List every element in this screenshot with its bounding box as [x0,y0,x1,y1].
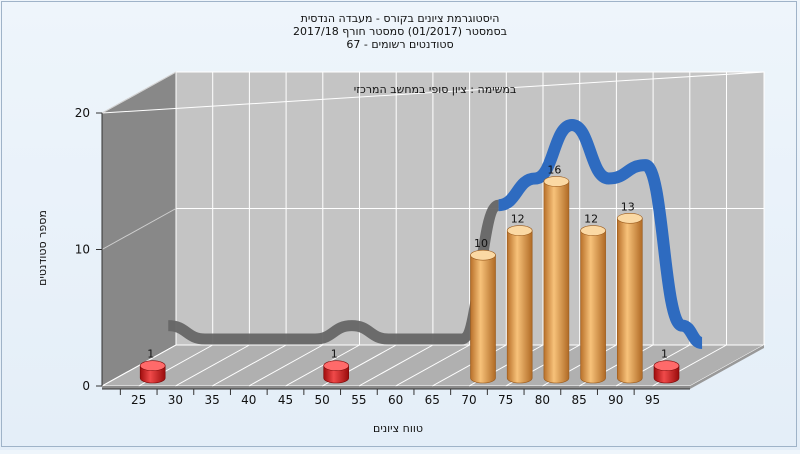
data-label-95: 1 [661,348,668,361]
bar-70: 10 [470,237,496,384]
bar-cap-50 [323,360,350,372]
x-tick-layer: 25 30 35 40 45 50 55 60 65 70 75 80 85 90 95 [119,389,660,407]
grid-layer [101,71,764,387]
y-tick-label-20: 20 [75,106,90,120]
gridline-floor-2 [175,344,250,387]
y-tick-layer: 0 10 20 [75,106,102,393]
bar-95: 1 [653,348,680,384]
data-label-80: 16 [547,163,561,176]
bar-cap-80 [543,176,570,187]
x-tick-label-30: 30 [168,393,183,407]
gridline-floor-5 [285,344,360,387]
x-tick-label-55: 55 [351,393,366,407]
x-axis-title: טווח ציונים [373,422,423,435]
bar-body-80 [543,181,570,384]
bar-85: 12 [580,213,606,384]
floor-front-edge [102,386,690,389]
x-tick-label-50: 50 [315,393,330,407]
bar-body-75 [506,230,533,384]
gridline-side-20 [101,71,177,114]
bar-cap-95 [653,360,680,372]
data-label-90: 13 [621,200,635,213]
data-label-25: 1 [147,348,154,361]
data-label-85: 12 [584,213,598,226]
x-tick-label-65: 65 [425,393,440,407]
x-tick-label-80: 80 [535,393,550,407]
gridline-floor-4 [248,344,324,387]
chart-title-line-1: היסטוגרמת ציונים בקורס - מעבדה הנדסית [301,12,500,25]
x-tick-label-75: 75 [498,393,513,407]
bar-cap-75 [506,225,533,236]
y-axis-title: מספר סטודנטים [36,210,49,286]
gridline-floor-8 [395,344,470,387]
bar-body-90 [617,217,643,384]
bar-25: 1 [139,348,166,384]
data-label-50: 1 [331,348,338,361]
x-tick-label-25: 25 [131,393,146,407]
bar-cap-70 [470,249,496,261]
bar-80: 16 [543,163,570,384]
y-tick-label-0: 0 [82,379,90,393]
x-tick-label-40: 40 [241,393,256,407]
curve-layer [167,118,704,349]
bar-body-70 [470,254,496,384]
bar-layer: 1 1 10 12 16 12 13 1 [139,163,680,384]
x-tick-label-60: 60 [388,393,403,407]
bar-cap-85 [580,225,606,236]
x-tick-label-70: 70 [461,393,476,407]
data-label-70: 10 [474,237,488,250]
trend-ribbon-high [497,118,704,349]
gridline-side-10 [101,208,177,250]
bar-body-85 [580,230,606,384]
floor-right-edge [690,345,764,389]
chart-title-line-2: בסמסטר (01/2017) סמסטר חורף 2017/18 [293,25,507,38]
bar-50: 1 [323,348,350,384]
x-tick-label-35: 35 [204,393,219,407]
x-tick-label-90: 90 [608,393,623,407]
trend-ribbon-low [167,199,502,345]
chart-annotation: במשימה : ציון סופי במחשב המרכזי [354,83,517,96]
x-tick-label-95: 95 [645,393,660,407]
x-tick-label-45: 45 [278,393,293,407]
data-label-75: 12 [511,213,525,226]
gridline-floor-7 [358,344,434,387]
y-tick-label-10: 10 [75,243,90,257]
bar-90: 13 [616,200,643,384]
bar-cap-90 [616,212,643,224]
gridline-floor-0 [101,344,177,387]
bar-75: 12 [506,213,533,384]
bar-cap-25 [139,360,166,372]
x-tick-label-85: 85 [571,393,586,407]
chart-title-line-3: סטודנטים רשומים - 67 [346,38,453,51]
gridline-floor-3 [211,344,287,387]
